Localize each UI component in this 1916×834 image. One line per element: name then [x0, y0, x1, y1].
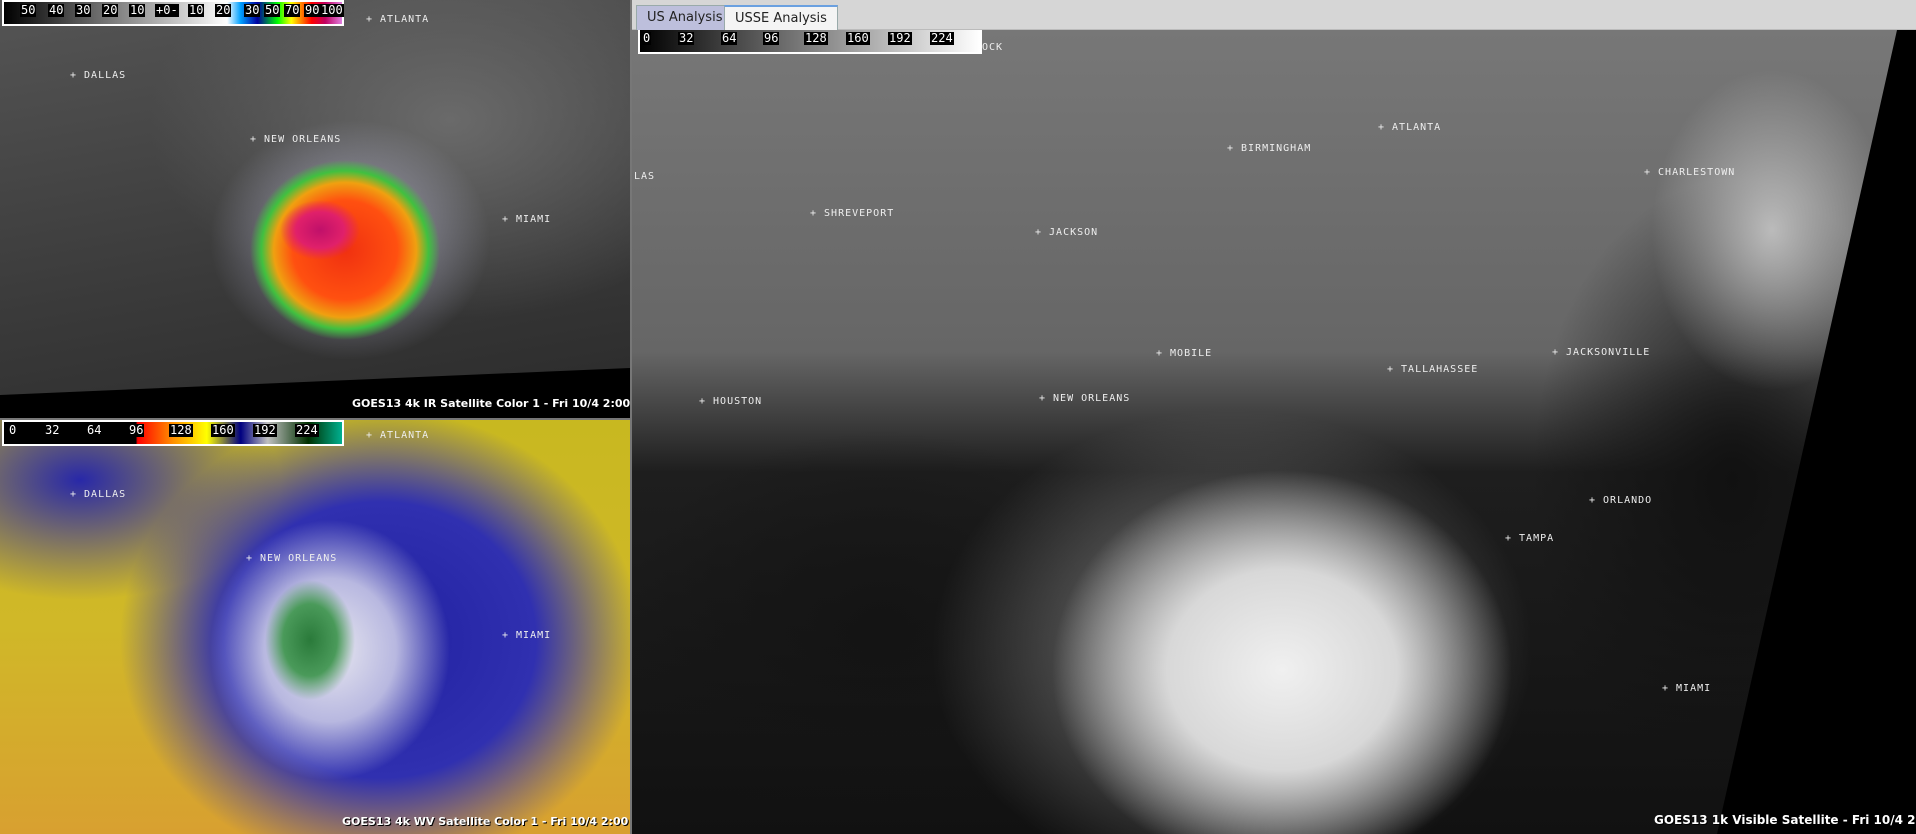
tick: 0 — [8, 423, 18, 437]
tick: 100 — [320, 3, 344, 17]
tick: 96 — [128, 423, 145, 437]
city-label: + NEW ORLEANS — [1039, 393, 1131, 404]
tick: 160 — [211, 423, 235, 437]
city-label: OCK — [982, 42, 1004, 53]
tick: 20 — [102, 3, 119, 17]
city-label: + ORLANDO — [1589, 495, 1653, 506]
tick: 10 — [188, 3, 205, 17]
panel-divider[interactable] — [0, 418, 632, 420]
panel-divider[interactable] — [630, 0, 632, 834]
tick: 70 — [284, 3, 301, 17]
panel-caption: GOES13 4k WV Satellite Color 1 - Fri 10/… — [342, 815, 630, 828]
visible-satellite-panel[interactable]: 0 32 64 96 128 160 192 224 + ATLANTA + B… — [632, 30, 1916, 834]
tab-us-analysis[interactable]: US Analysis — [636, 5, 734, 30]
city-label: + DALLAS — [70, 70, 127, 81]
tick: 64 — [721, 31, 738, 45]
tick: 128 — [804, 31, 828, 45]
ir-colorbar: 50 40 30 20 10 +0- 10 20 30 50 70 90 100 — [2, 0, 344, 26]
city-label: + MIAMI — [502, 214, 552, 225]
wv-satellite-panel[interactable]: 0 32 64 96 128 160 192 224 + ATLANTA + D… — [0, 420, 630, 834]
city-label: + NEW ORLEANS — [250, 134, 342, 145]
tick: 10 — [129, 3, 146, 17]
tick: 30 — [75, 3, 92, 17]
panel-caption: GOES13 1k Visible Satellite - Fri 10/4 2… — [1654, 813, 1916, 827]
tick: 30 — [244, 3, 261, 17]
tick: 50 — [264, 3, 281, 17]
tick: 20 — [215, 3, 232, 17]
tick: 224 — [295, 423, 319, 437]
ir-satellite-panel[interactable]: 50 40 30 20 10 +0- 10 20 30 50 70 90 100… — [0, 0, 630, 418]
city-label: + ATLANTA — [366, 14, 430, 25]
tick: 90 — [304, 3, 321, 17]
tick: 96 — [763, 31, 780, 45]
tick: 32 — [44, 423, 61, 437]
tab-bar: US Analysis USSE Analysis — [632, 0, 1916, 30]
city-label: + JACKSONVILLE — [1552, 347, 1651, 358]
tick: 32 — [678, 31, 695, 45]
tick: 192 — [888, 31, 912, 45]
city-label: + TALLAHASSEE — [1387, 364, 1479, 375]
city-label: + MOBILE — [1156, 348, 1213, 359]
city-label: + TAMPA — [1505, 533, 1555, 544]
vis-colorbar: 0 32 64 96 128 160 192 224 — [638, 30, 982, 54]
city-label: + ATLANTA — [366, 430, 430, 441]
tick: 160 — [846, 31, 870, 45]
city-label: + DALLAS — [70, 489, 127, 500]
city-label: + SHREVEPORT — [810, 208, 895, 219]
tick: 64 — [86, 423, 103, 437]
space-background — [0, 368, 630, 418]
tab-usse-analysis[interactable]: USSE Analysis — [724, 5, 838, 30]
tick: 50 — [20, 3, 37, 17]
city-label: + JACKSON — [1035, 227, 1099, 238]
tick: 128 — [169, 423, 193, 437]
city-label: + BIRMINGHAM — [1227, 143, 1312, 154]
city-label: + MIAMI — [1662, 683, 1712, 694]
city-label: + CHARLESTOWN — [1644, 167, 1736, 178]
tick: 192 — [253, 423, 277, 437]
tick: +0- — [155, 3, 179, 17]
city-label: + NEW ORLEANS — [246, 553, 338, 564]
city-label: + ATLANTA — [1378, 122, 1442, 133]
tick: 0 — [642, 31, 652, 45]
panel-caption: GOES13 4k IR Satellite Color 1 - Fri 10/… — [352, 397, 630, 410]
wv-colorbar: 0 32 64 96 128 160 192 224 — [2, 420, 344, 446]
city-label: + MIAMI — [502, 630, 552, 641]
tick: 40 — [48, 3, 65, 17]
city-label: + HOUSTON — [699, 396, 763, 407]
city-label: LAS — [634, 171, 656, 182]
tick: 224 — [930, 31, 954, 45]
